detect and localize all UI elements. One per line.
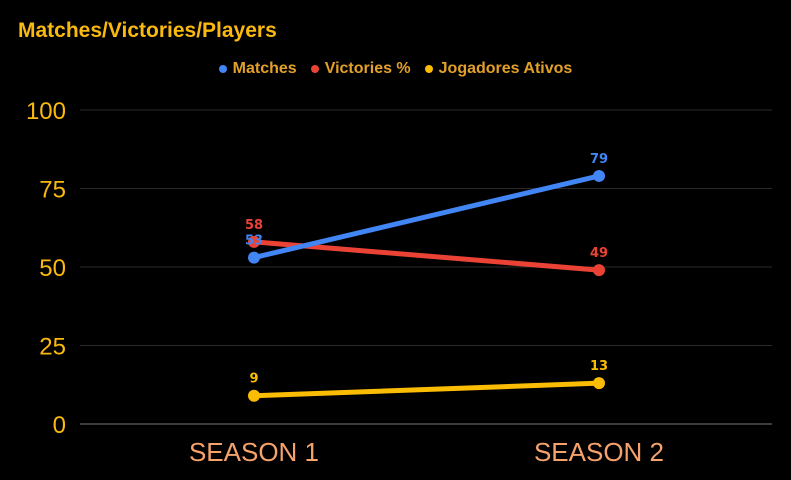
y-tick-label: 0 [53, 412, 66, 439]
data-point[interactable] [248, 389, 260, 402]
legend-label-matches: Matches [232, 60, 297, 77]
data-label: 58 [245, 218, 263, 233]
legend-item-matches[interactable]: Matches [218, 60, 297, 78]
legend-marker-victories [310, 65, 319, 73]
y-tick-label: 100 [26, 98, 66, 125]
data-point[interactable] [593, 377, 605, 390]
legend-item-victories[interactable]: Victories % [310, 60, 411, 78]
data-point[interactable] [593, 264, 605, 277]
series-line-2 [251, 380, 602, 399]
y-tick-label: 50 [39, 255, 66, 282]
chart-title: Matches/Victories/Players [18, 19, 277, 42]
data-label: 9 [249, 372, 258, 387]
chart-legend: Matches Victories % Jogadores Ativos [0, 60, 791, 78]
legend-item-jogadores[interactable]: Jogadores Ativos [424, 60, 573, 78]
series-line-0 [251, 173, 602, 261]
x-tick-label: SEASON 1 [189, 437, 319, 467]
data-label: 49 [590, 246, 608, 261]
data-label: 53 [245, 234, 263, 249]
x-tick-label: SEASON 2 [534, 437, 664, 467]
data-point[interactable] [248, 235, 260, 248]
data-label: 13 [590, 359, 608, 374]
series-line-1 [251, 239, 602, 273]
legend-label-jogadores: Jogadores Ativos [438, 60, 573, 77]
legend-label-victories: Victories % [324, 60, 411, 77]
y-tick-label: 25 [39, 334, 66, 361]
data-point[interactable] [593, 169, 605, 182]
legend-marker-jogadores [424, 65, 433, 73]
y-tick-label: 75 [39, 177, 66, 204]
data-label: 79 [590, 152, 608, 167]
legend-marker-matches [218, 65, 227, 73]
data-point[interactable] [248, 251, 260, 264]
